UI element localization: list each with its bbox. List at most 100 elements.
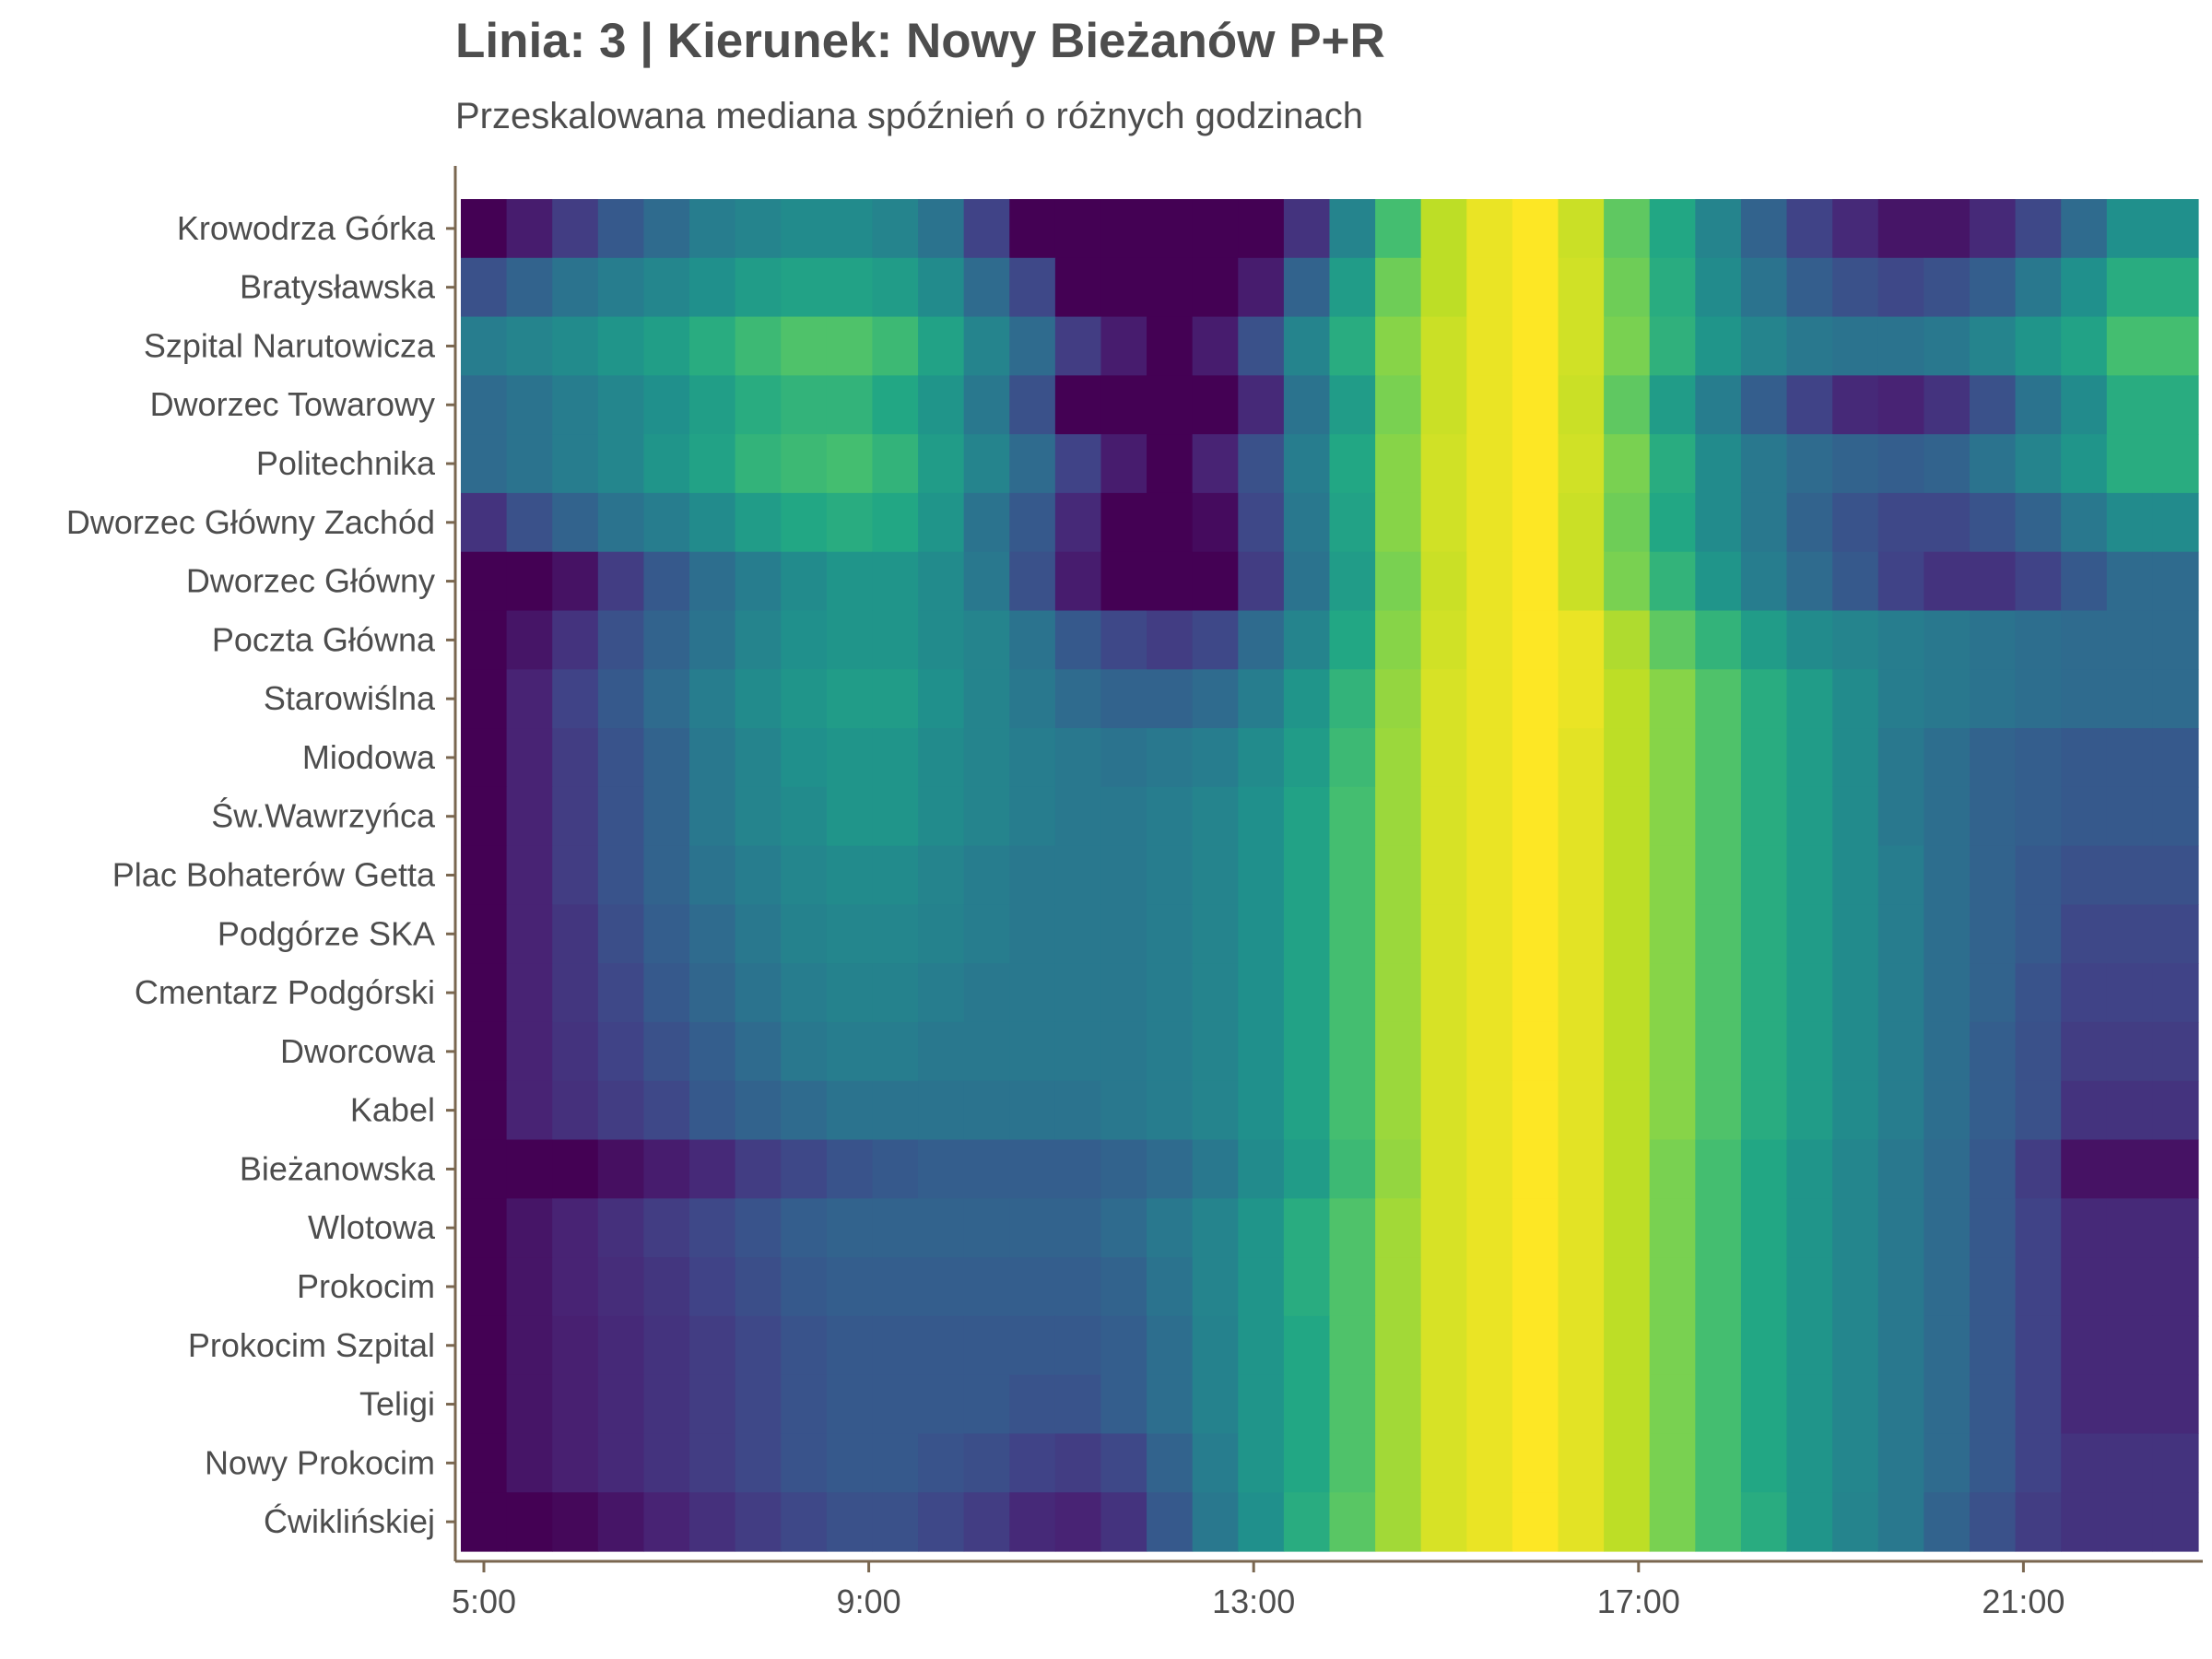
heatmap-cell (1695, 610, 1742, 670)
y-tick-label: Szpital Narutowicza (144, 326, 436, 364)
heatmap-cell (506, 1198, 553, 1258)
heatmap-cell (2152, 434, 2199, 494)
heatmap-cell (826, 199, 874, 259)
heatmap-cell (461, 845, 508, 905)
heatmap-cell (643, 728, 690, 788)
heatmap-cell (1786, 845, 1833, 905)
heatmap-cell (1877, 492, 1924, 553)
heatmap-cell (1512, 786, 1559, 847)
heatmap-cell (1604, 434, 1651, 494)
heatmap-cell (2106, 1198, 2153, 1258)
heatmap-cell (1009, 1080, 1056, 1141)
heatmap-cell (872, 1080, 919, 1141)
heatmap-cell (1740, 963, 1788, 1023)
heatmap-cell (2061, 1315, 2108, 1376)
heatmap-cell (2015, 1139, 2062, 1199)
heatmap-cell (1740, 257, 1788, 318)
heatmap-cell (689, 1257, 736, 1317)
heatmap-cell (506, 610, 553, 670)
heatmap-cell (1375, 610, 1422, 670)
heatmap-cell (643, 610, 690, 670)
heatmap-cell (1512, 728, 1559, 788)
heatmap-cell (1283, 375, 1331, 435)
heatmap-cell (1100, 375, 1147, 435)
heatmap-cell (1695, 963, 1742, 1023)
heatmap-cell (735, 1433, 782, 1493)
heatmap-cell (461, 1374, 508, 1435)
heatmap-cell (1924, 1374, 1971, 1435)
heatmap-cell (1192, 316, 1239, 376)
heatmap-cell (2015, 257, 2062, 318)
heatmap-cell (1558, 257, 1605, 318)
heatmap-cell (1054, 1315, 1102, 1376)
heatmap-cell (552, 1433, 599, 1493)
heatmap-cell (735, 610, 782, 670)
heatmap-cell (2152, 1374, 2199, 1435)
heatmap-cell (552, 434, 599, 494)
heatmap-cell (1100, 904, 1147, 964)
heatmap-cell (1832, 845, 1879, 905)
heatmap-cell (1329, 669, 1376, 729)
heatmap-cell (1604, 1021, 1651, 1082)
heatmap-cell (1375, 1021, 1422, 1082)
heatmap-cell (1786, 1492, 1833, 1552)
heatmap-cell (872, 551, 919, 612)
heatmap-cell (1604, 1257, 1651, 1317)
heatmap-cell (2106, 492, 2153, 553)
y-tick-label: Bratysławska (240, 268, 436, 306)
heatmap-cell (1100, 1080, 1147, 1141)
heatmap-cell (689, 904, 736, 964)
heatmap-cell (826, 728, 874, 788)
heatmap-cell (1512, 375, 1559, 435)
heatmap-cell (1054, 434, 1102, 494)
heatmap-cell (1192, 1080, 1239, 1141)
heatmap-cell (963, 1257, 1010, 1317)
heatmap-cell (2015, 1433, 2062, 1493)
heatmap-cell (1375, 316, 1422, 376)
heatmap-cell (1512, 551, 1559, 612)
heatmap-cell (506, 963, 553, 1023)
heatmap-cell (1832, 1257, 1879, 1317)
x-axis-labels: 5:00 9:00 13:00 17:00 21:00 (452, 1583, 2065, 1620)
heatmap-cell (1924, 1257, 1971, 1317)
heatmap-cell (1420, 669, 1467, 729)
heatmap-cell (1054, 1374, 1102, 1435)
heatmap-cell (1009, 1198, 1056, 1258)
heatmap-cell (1695, 904, 1742, 964)
heatmap-cell (643, 1021, 690, 1082)
heatmap-cell (1329, 1257, 1376, 1317)
heatmap-cell (1192, 257, 1239, 318)
heatmap-cell (1283, 669, 1331, 729)
heatmap-cell (1969, 1492, 2017, 1552)
heatmap-cell (1192, 786, 1239, 847)
heatmap-cell (643, 904, 690, 964)
heatmap-cell (2061, 1374, 2108, 1435)
heatmap-cell (1009, 1315, 1056, 1376)
heatmap-cell (1832, 316, 1879, 376)
heatmap-cell (781, 1080, 828, 1141)
heatmap-cell (1466, 316, 1513, 376)
heatmap-cell (2152, 845, 2199, 905)
heatmap-cell (2106, 669, 2153, 729)
heatmap-cell (1832, 492, 1879, 553)
heatmap-cell (1100, 492, 1147, 553)
y-tick-label: Dworzec Główny Zachód (66, 503, 435, 541)
heatmap-cell (1786, 1198, 1833, 1258)
heatmap-cell (1558, 845, 1605, 905)
heatmap-cell (1283, 1080, 1331, 1141)
heatmap-cell (2152, 1198, 2199, 1258)
heatmap-cell (2106, 375, 2153, 435)
heatmap-cell (597, 316, 645, 376)
heatmap-cell (1558, 316, 1605, 376)
heatmap-cell (1375, 1257, 1422, 1317)
y-tick-label: Starowiślna (264, 679, 436, 717)
heatmap-cell (2106, 728, 2153, 788)
heatmap-cell (1329, 728, 1376, 788)
heatmap-cell (1832, 1139, 1879, 1199)
heatmap-cell (1147, 963, 1194, 1023)
x-tick-label: 13:00 (1212, 1583, 1295, 1620)
heatmap-cell (1375, 1198, 1422, 1258)
heatmap-cell (826, 1492, 874, 1552)
heatmap-cell (1786, 1021, 1833, 1082)
heatmap-cell (1512, 1198, 1559, 1258)
